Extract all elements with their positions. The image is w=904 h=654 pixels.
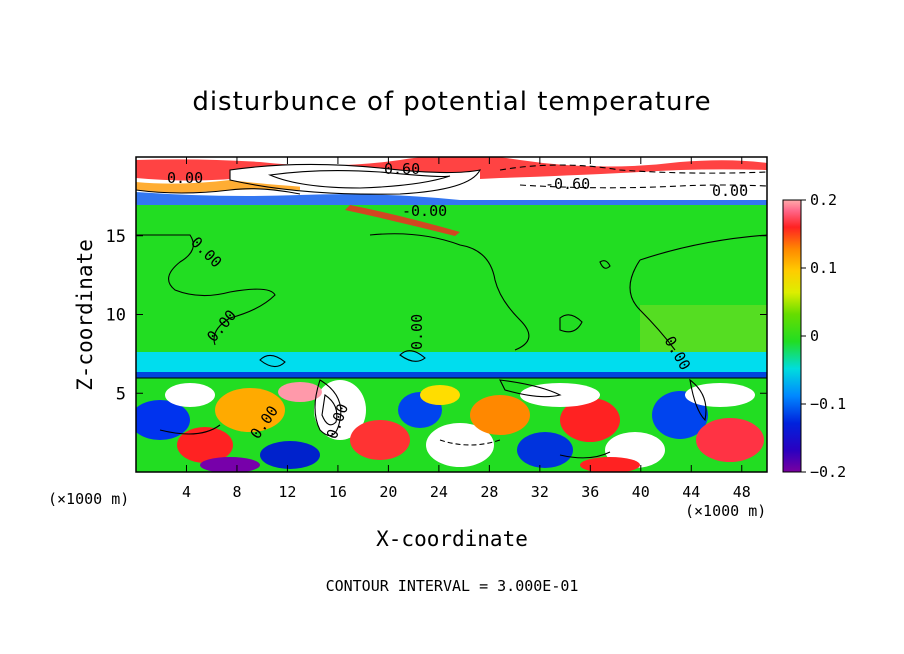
contour-lines bbox=[136, 163, 767, 459]
x-tick-label: 44 bbox=[682, 483, 700, 501]
contour-label: -0.60 bbox=[545, 175, 590, 193]
upper-band-blue bbox=[136, 192, 767, 205]
x-tick-label: 32 bbox=[531, 483, 549, 501]
x-tick-label: 36 bbox=[581, 483, 599, 501]
upper-band-red bbox=[136, 157, 767, 181]
chart-title: disturbunce of potential temperature bbox=[192, 87, 711, 117]
colorbar-tick-label: 0.2 bbox=[810, 191, 837, 209]
x-tick-label: 48 bbox=[733, 483, 751, 501]
y-axis-title: Z-coordinate bbox=[73, 239, 97, 391]
contour-label: -0.00 bbox=[402, 202, 447, 220]
tropopause-dip bbox=[345, 205, 460, 236]
colorbar-tick-label: 0.1 bbox=[810, 259, 837, 277]
y-axis-ticks: 5 10 15 bbox=[106, 227, 767, 404]
colorbar-ticks: 0.2 0.1 0 −0.1 −0.2 bbox=[801, 191, 846, 481]
colorbar bbox=[782, 199, 802, 473]
contour-interval-text: CONTOUR INTERVAL = 3.000E-01 bbox=[326, 577, 579, 595]
colorbar-tick-label: 0 bbox=[810, 327, 819, 345]
transition-band-blue bbox=[136, 372, 767, 378]
contour-label: 0.60 bbox=[384, 160, 420, 178]
x-tick-label: 24 bbox=[430, 483, 448, 501]
x-tick-label: 20 bbox=[379, 483, 397, 501]
x-tick-label: 28 bbox=[480, 483, 498, 501]
x-axis-title: X-coordinate bbox=[376, 527, 528, 551]
y-tick-label: 5 bbox=[116, 384, 126, 404]
y-tick-label: 10 bbox=[106, 306, 126, 326]
x-tick-label: 8 bbox=[232, 483, 241, 501]
colorbar-tick-label: −0.1 bbox=[810, 395, 846, 413]
heatmap-field bbox=[136, 157, 767, 472]
lower-layer-eddies bbox=[136, 380, 764, 472]
contour-label: 0.00 bbox=[167, 169, 203, 187]
contour-label: 0.00 bbox=[408, 314, 426, 350]
contour-label: 0.00 bbox=[712, 182, 748, 200]
y-tick-label: 15 bbox=[106, 227, 126, 247]
colorbar-tick-label: −0.2 bbox=[810, 463, 846, 481]
x-tick-label: 12 bbox=[278, 483, 296, 501]
x-tick-label: 4 bbox=[182, 483, 191, 501]
transition-band bbox=[136, 352, 767, 374]
x-tick-label: 16 bbox=[329, 483, 347, 501]
x-tick-label: 40 bbox=[632, 483, 650, 501]
x-axis-ticks: 4 8 12 16 20 24 28 32 36 40 44 48 bbox=[182, 157, 751, 501]
x-unit-label-secondary: (×1000 m) bbox=[685, 502, 766, 520]
x-unit-label: (×1000 m) bbox=[48, 490, 129, 508]
